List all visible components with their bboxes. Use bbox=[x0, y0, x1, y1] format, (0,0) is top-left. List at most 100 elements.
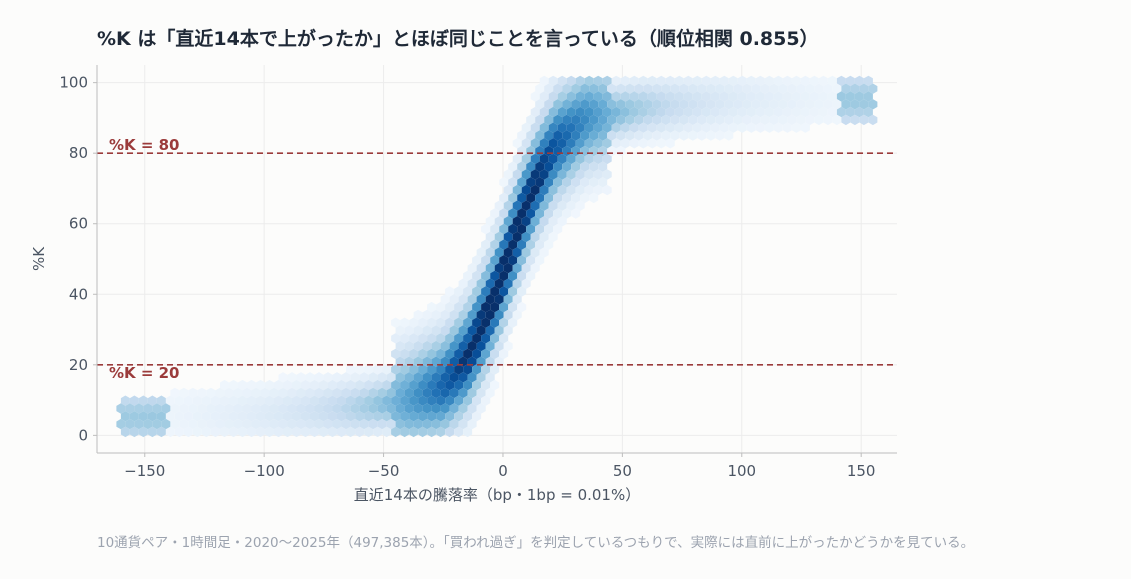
hexbin-cell bbox=[467, 294, 477, 305]
hexbin-cell bbox=[427, 333, 437, 344]
hexbin-cell bbox=[602, 106, 612, 118]
hexbin-cell bbox=[859, 83, 869, 94]
hexbin-cell bbox=[539, 216, 549, 227]
hexbin-cell bbox=[332, 403, 342, 414]
hexbin-cell bbox=[562, 161, 572, 172]
hexbin-cell bbox=[602, 91, 612, 102]
hexbin-cell bbox=[598, 114, 608, 126]
hexbin-cell bbox=[521, 231, 531, 243]
hexbin-cell bbox=[854, 91, 864, 102]
hexbin-cell bbox=[341, 372, 351, 383]
hexbin-cell bbox=[494, 247, 504, 258]
hexbin-cell bbox=[170, 403, 180, 414]
hexbin-cell bbox=[575, 200, 585, 211]
hexbin-cell bbox=[201, 395, 211, 406]
hexbin-cell bbox=[138, 426, 148, 438]
hexbin-cell bbox=[607, 130, 617, 141]
hexbin-cell bbox=[782, 106, 792, 118]
hexbin-cell bbox=[499, 192, 509, 204]
hexbin-cell bbox=[463, 379, 473, 391]
hexbin-cell bbox=[562, 83, 572, 94]
hexbin-cell bbox=[530, 262, 540, 274]
hexbin-cell bbox=[413, 403, 423, 414]
hexbin-cell bbox=[656, 91, 666, 102]
hexbin-cell bbox=[643, 130, 653, 141]
hexbin-cell bbox=[697, 83, 707, 94]
hexbin-cell bbox=[391, 395, 401, 406]
hexbin-cell bbox=[481, 317, 491, 328]
hexbin-cell bbox=[575, 91, 585, 102]
hexbin-cell bbox=[427, 364, 437, 375]
hexbin-cell bbox=[773, 91, 783, 102]
hexbin-cell bbox=[508, 301, 518, 313]
hexbin-cell bbox=[647, 138, 657, 149]
hexbin-cell bbox=[463, 364, 473, 375]
hexbin-cell bbox=[827, 91, 837, 102]
hexbin-cell bbox=[805, 114, 815, 126]
hexbin-cell bbox=[427, 379, 437, 391]
hexbin-cell bbox=[562, 177, 572, 188]
hexbin-cell bbox=[800, 91, 810, 102]
hexbin-cell bbox=[665, 75, 675, 87]
hexbin-cell bbox=[773, 106, 783, 118]
hexbin-cell bbox=[602, 138, 612, 149]
hexbin-cell bbox=[553, 223, 563, 235]
hexbin-cell bbox=[616, 83, 626, 94]
hexbin-cell bbox=[328, 395, 337, 406]
hexbin-cell bbox=[296, 418, 306, 430]
hexbin-cell bbox=[733, 99, 743, 110]
hexbin-cell bbox=[174, 395, 184, 406]
hexbin-cell bbox=[463, 348, 473, 360]
hexbin-cell bbox=[413, 387, 423, 399]
hexbin-cell bbox=[539, 247, 549, 258]
hexbin-cell bbox=[247, 426, 256, 438]
hexbin-cell bbox=[517, 270, 527, 282]
hexbin-cell bbox=[476, 278, 486, 289]
hexbin-cell bbox=[454, 301, 464, 313]
hexbin-cell bbox=[764, 122, 774, 133]
hexbin-cell bbox=[449, 418, 459, 430]
hexbin-cell bbox=[575, 75, 585, 87]
hexbin-cell bbox=[611, 106, 621, 118]
hexbin-cell bbox=[863, 91, 873, 102]
hexbin-cell bbox=[517, 255, 527, 266]
hexbin-cell bbox=[156, 411, 166, 422]
hexbin-cell bbox=[701, 75, 711, 87]
hexbin-cell bbox=[638, 75, 648, 87]
hexbin-cell bbox=[116, 418, 126, 430]
hexbin-cell bbox=[364, 426, 374, 438]
hexbin-cell bbox=[620, 106, 630, 118]
hexbin-cell bbox=[436, 333, 446, 344]
hexbin-cell bbox=[503, 340, 513, 352]
hexbin-cell bbox=[323, 403, 333, 414]
hexbin-cell bbox=[755, 75, 765, 87]
y-tick-label: 80 bbox=[69, 144, 88, 162]
hexbin-cell bbox=[229, 426, 238, 438]
hexbin-cell bbox=[341, 403, 351, 414]
hexbin-cell bbox=[580, 83, 590, 94]
hexbin-cell bbox=[787, 114, 797, 126]
hexbin-cell bbox=[476, 403, 486, 414]
hexbin-cell bbox=[530, 216, 540, 227]
hexbin-cell bbox=[787, 99, 797, 110]
hexbin-cell bbox=[490, 255, 500, 266]
hexbin-cell bbox=[382, 395, 392, 406]
hexbin-cell bbox=[701, 91, 711, 102]
hexbin-cell bbox=[359, 372, 369, 383]
hexbin-cell bbox=[814, 83, 824, 94]
hexbin-cell bbox=[688, 130, 698, 141]
hexbin-cell bbox=[850, 99, 860, 110]
hexbin-cell bbox=[661, 99, 671, 110]
hexbin-cell bbox=[796, 99, 806, 110]
hexbin-cell bbox=[530, 153, 540, 165]
hexbin-cell bbox=[616, 99, 626, 110]
hexbin-cell bbox=[620, 122, 630, 133]
hexbin-cell bbox=[138, 411, 148, 422]
hexbin-cell bbox=[125, 418, 135, 430]
hexbin-cell bbox=[566, 153, 576, 165]
hexbin-cell bbox=[638, 138, 648, 149]
hexbin-cell bbox=[463, 333, 473, 344]
hexbin-cell bbox=[535, 114, 545, 126]
hexbin-cell bbox=[652, 99, 662, 110]
hexbin-cell bbox=[129, 411, 139, 422]
